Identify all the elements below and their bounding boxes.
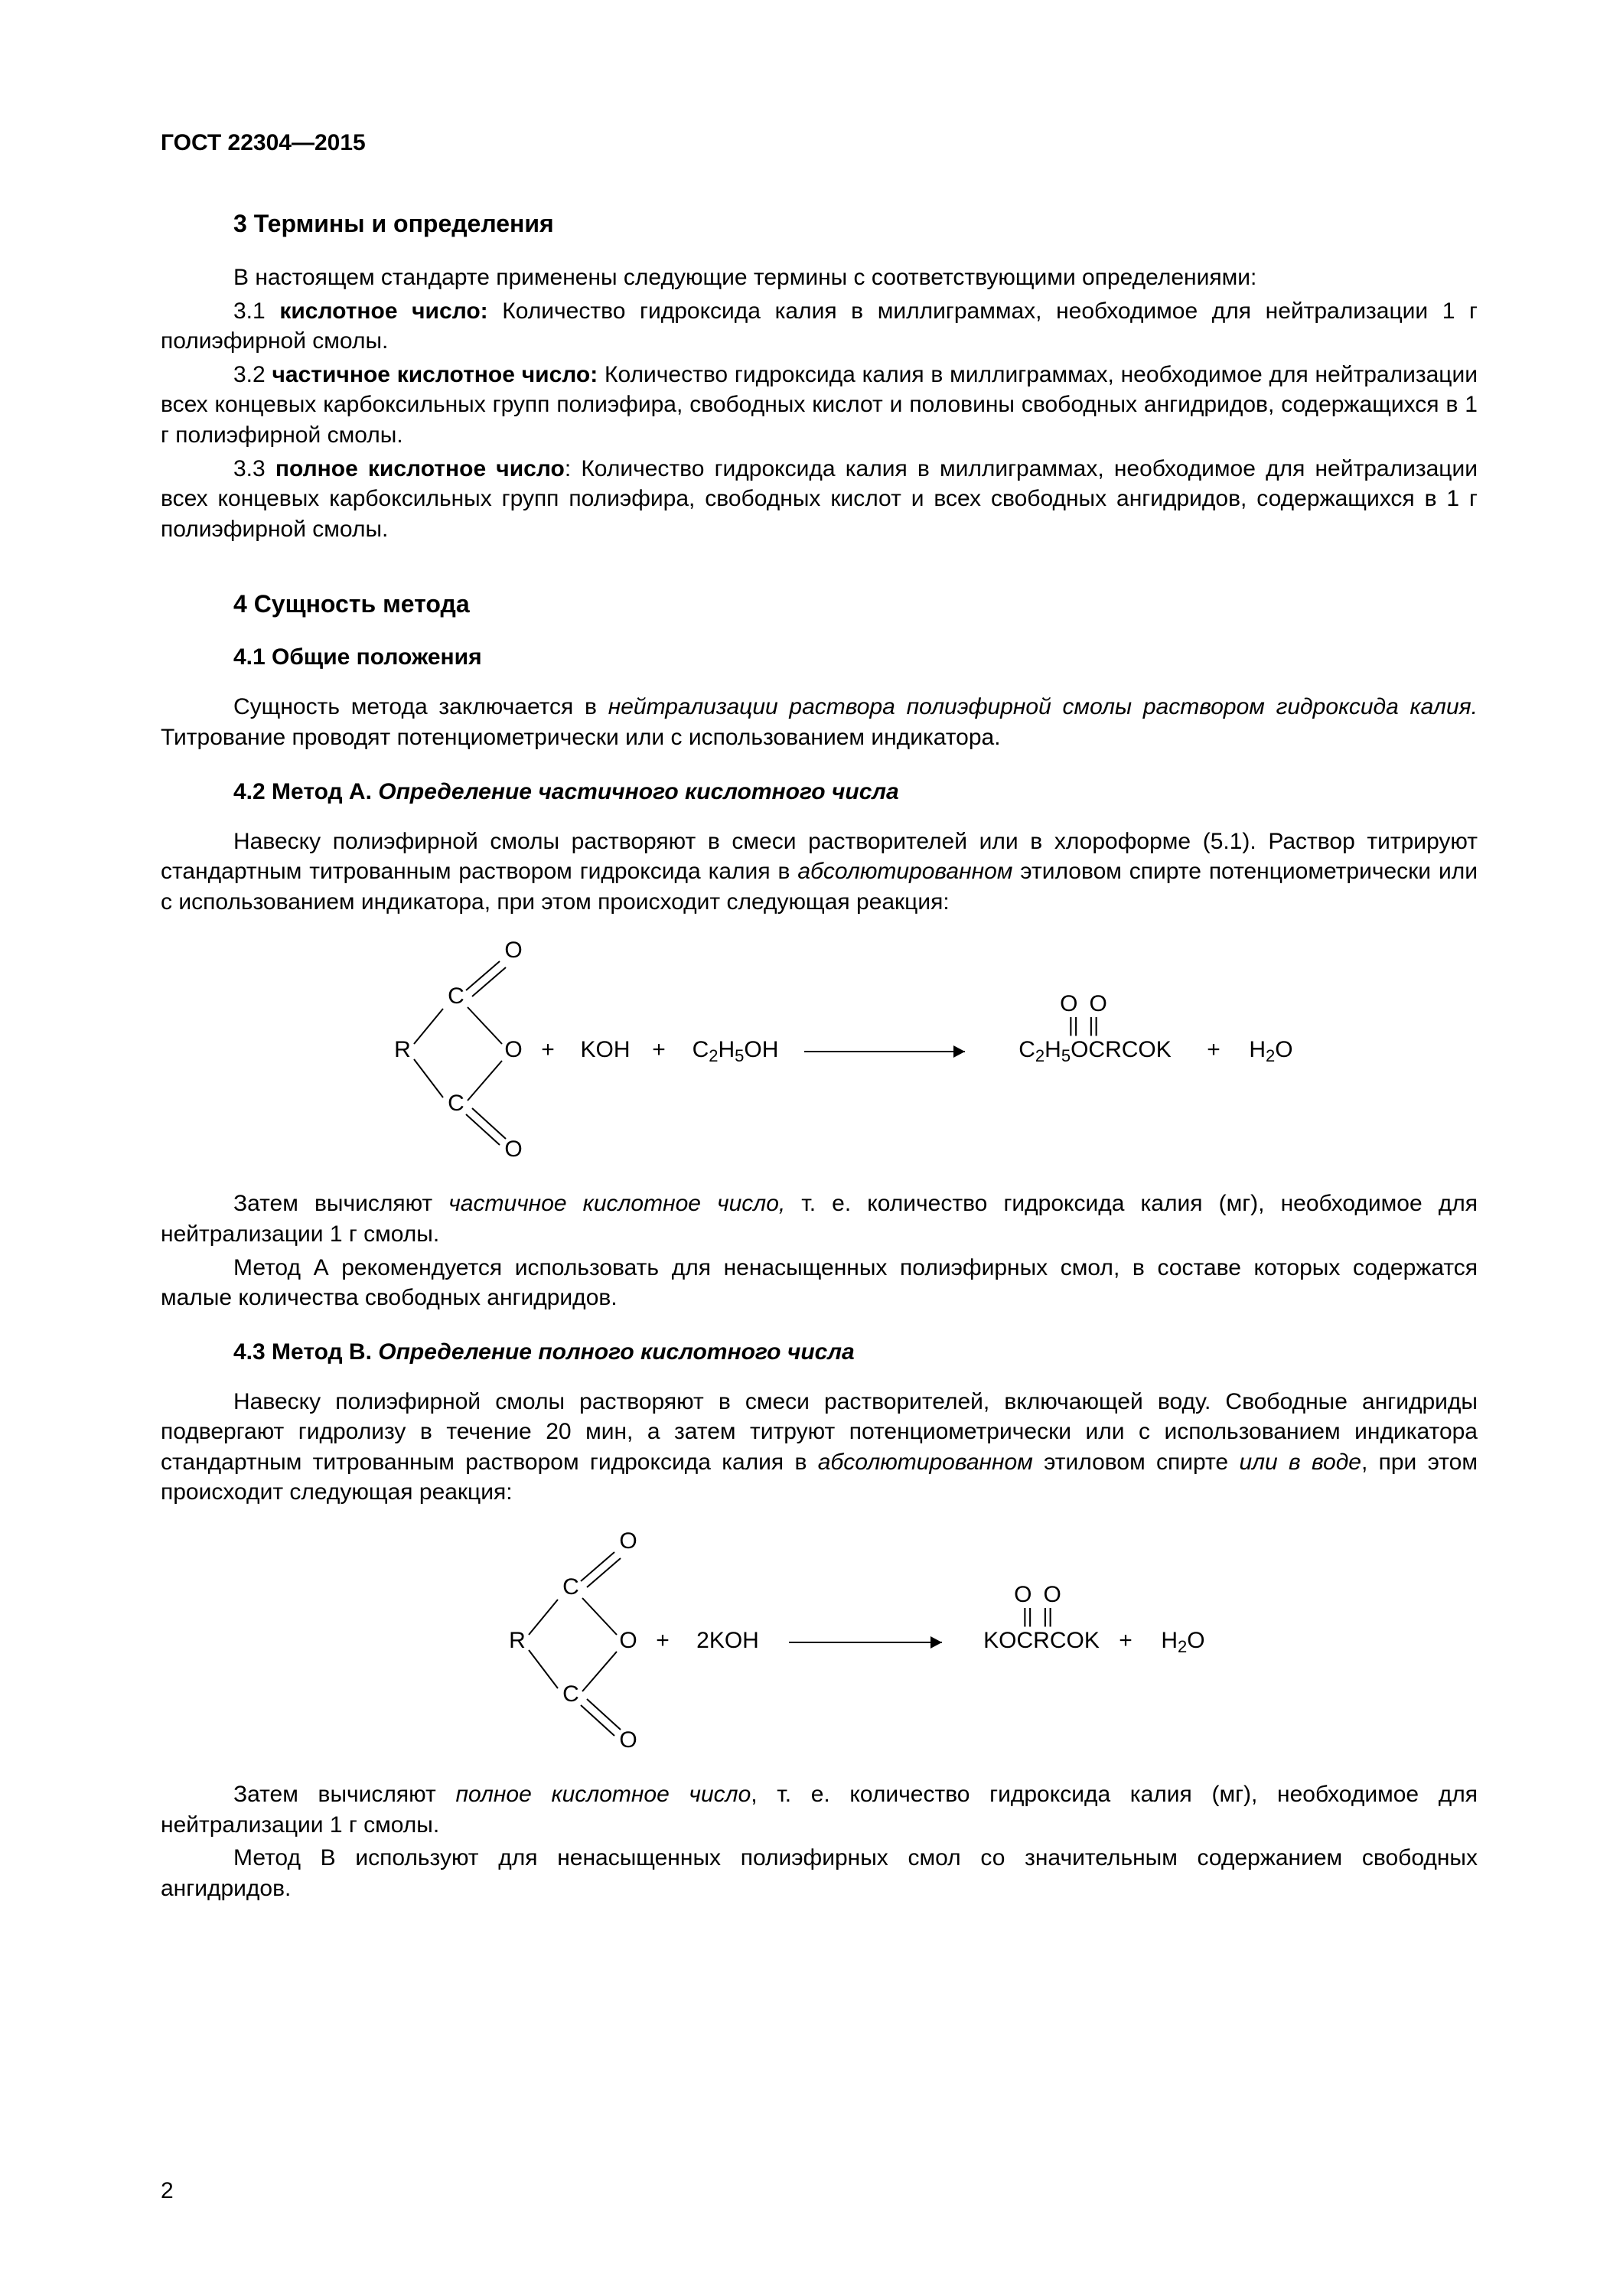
s43-p1-b: этиловом спирте: [1033, 1450, 1240, 1475]
s43-title-b: Определение полного кислотного числа: [378, 1339, 854, 1365]
section-4-1-body: Сущность метода заключается в нейтрализа…: [161, 692, 1478, 752]
section-4-3-p2: Затем вычисляют полное кислотное число, …: [161, 1779, 1478, 1840]
s42-p2-it: частичное кислотное число,: [448, 1191, 785, 1216]
section-3-title: 3 Термины и определения: [233, 210, 1478, 238]
chem-b-O2: O: [619, 1727, 637, 1753]
s43-p1-it: абсолютированном: [818, 1450, 1033, 1475]
section-3-intro: В настоящем стандарте применены следующи…: [161, 263, 1478, 293]
page: ГОСТ 22304—2015 3 Термины и определения …: [0, 0, 1623, 2296]
section-4-3-title: 4.3 Метод В. Определение полного кислотн…: [233, 1339, 1478, 1365]
chem-a-H2O: H2O: [1249, 1037, 1292, 1065]
chem-b-plus1: +: [656, 1628, 670, 1653]
s43-p2-a: Затем вычисляют: [233, 1782, 455, 1807]
def-3-3-num: 3.3: [233, 456, 275, 481]
chem-b-C2: C: [562, 1681, 579, 1707]
s43-title-a: 4.3 Метод В.: [233, 1339, 378, 1365]
chem-b-Omid: O: [619, 1628, 637, 1653]
document-id-header: ГОСТ 22304—2015: [161, 130, 1478, 156]
chem-b-2KOH: 2KOH: [696, 1628, 759, 1653]
chem-a-R: R: [394, 1037, 411, 1062]
chem-a-KOH: KOH: [580, 1037, 630, 1062]
chem-b-H2O: H2O: [1161, 1628, 1204, 1656]
def-3-1-num: 3.1: [233, 298, 279, 324]
section-4-3-p3: Метод В используют для ненасыщенных поли…: [161, 1843, 1478, 1903]
s43-p1-it2: или в воде: [1239, 1450, 1361, 1475]
chem-b-R: R: [509, 1628, 526, 1653]
section-4-2-p3: Метод А рекомендуется использовать для н…: [161, 1253, 1478, 1313]
section-4-1-title: 4.1 Общие положения: [233, 644, 1478, 670]
reaction-a-diagram: R C C O O O + KOH +: [161, 931, 1478, 1172]
def-3-2: 3.2 частичное кислотное число: Количеств…: [161, 360, 1478, 451]
s43-p2-it: полное кислотное число: [455, 1782, 751, 1807]
s41-italic: нейтрализации раствора полиэфирной смолы…: [608, 694, 1478, 719]
section-4-3-p1: Навеску полиэфирной смолы растворяют в с…: [161, 1387, 1478, 1508]
chem-a-Omid: O: [504, 1037, 522, 1062]
reaction-b-diagram: R C C O O O + 2KOH O O || ||: [161, 1521, 1478, 1763]
def-3-2-term: частичное кислотное число:: [272, 362, 605, 387]
chem-a-plus1: +: [541, 1037, 555, 1062]
section-4-2-p1: Навеску полиэфирной смолы растворяют в с…: [161, 827, 1478, 918]
chem-a-O1: O: [504, 938, 522, 963]
chem-a-C2: C: [448, 1091, 464, 1116]
chem-a-plus2: +: [652, 1037, 666, 1062]
chem-a-product: C2H5OCRCOK: [1018, 1037, 1172, 1065]
def-3-3-term: полное кислотное число: [275, 456, 565, 481]
chem-b-product: KOCRCOK: [983, 1628, 1100, 1653]
def-3-2-num: 3.2: [233, 362, 272, 387]
def-3-1-term: кислотное число:: [279, 298, 502, 324]
s41-a: Сущность метода заключается в: [233, 694, 608, 719]
chem-b-plus3: +: [1119, 1628, 1133, 1653]
chem-b-O1: O: [619, 1528, 637, 1554]
section-4-2-p2: Затем вычисляют частичное кислотное числ…: [161, 1189, 1478, 1249]
page-number: 2: [161, 2178, 174, 2204]
def-3-3: 3.3 полное кислотное число: Количество г…: [161, 454, 1478, 545]
chem-b-C1: C: [562, 1574, 579, 1600]
s42-title-a: 4.2 Метод А.: [233, 779, 378, 804]
chem-a-C1: C: [448, 983, 464, 1009]
chem-a-EtOH: C2H5OH: [692, 1037, 778, 1065]
chem-a-O2: O: [504, 1137, 522, 1162]
section-4-title: 4 Сущность метода: [233, 590, 1478, 618]
s42-title-b: Определение частичного кислотного числа: [378, 779, 898, 804]
chem-b-bars: || ||: [1022, 1604, 1052, 1627]
section-4-2-title: 4.2 Метод А. Определение частичного кисл…: [233, 779, 1478, 805]
chem-a-plus3: +: [1207, 1037, 1221, 1062]
s42-p2-a: Затем вычисляют: [233, 1191, 448, 1216]
s41-b: Титрование проводят потенциометрически и…: [161, 725, 1001, 750]
def-3-1: 3.1 кислотное число: Количество гидрокси…: [161, 296, 1478, 357]
chem-a-bars: || ||: [1067, 1013, 1098, 1036]
s42-p1-it: абсолютированном: [797, 859, 1012, 884]
